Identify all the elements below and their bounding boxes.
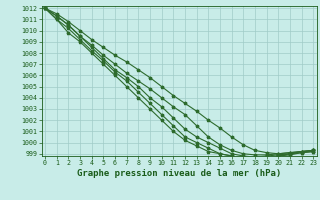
X-axis label: Graphe pression niveau de la mer (hPa): Graphe pression niveau de la mer (hPa) [77,169,281,178]
